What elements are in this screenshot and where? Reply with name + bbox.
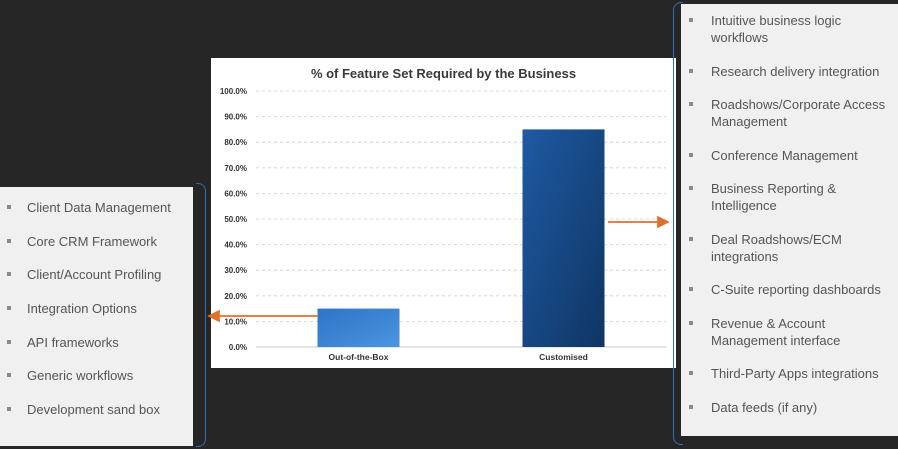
left-bracket xyxy=(196,183,206,447)
bullet-icon xyxy=(689,152,693,157)
chart-title: % of Feature Set Required by the Busines… xyxy=(310,66,577,81)
x-category-label: Out-of-the-Box xyxy=(329,352,389,362)
feature-item: Core CRM Framework xyxy=(0,233,193,267)
feature-item: Third-Party Apps integrations xyxy=(681,365,898,382)
bullet-icon xyxy=(689,186,693,190)
feature-item: Data feeds (if any) xyxy=(681,399,898,416)
out-of-box-features-panel: Client Data Management Core CRM Framework… xyxy=(0,187,193,446)
y-tick-label: 20.0% xyxy=(224,292,247,301)
feature-label: Integration Options xyxy=(27,301,137,317)
bullet-icon xyxy=(689,236,693,241)
right-bracket xyxy=(673,2,683,445)
feature-item: Development sand box xyxy=(0,401,193,435)
bullet-icon xyxy=(689,18,693,22)
bullet-icon xyxy=(7,238,11,243)
x-category-label: Customised xyxy=(539,352,588,362)
feature-label: Development sand box xyxy=(27,402,160,418)
feature-label: API frameworks xyxy=(27,334,119,350)
feature-item: Generic workflows xyxy=(0,367,193,401)
chart-panel: % of Feature Set Required by the Busines… xyxy=(211,58,676,368)
bullet-icon xyxy=(7,205,11,209)
feature-item: Intuitive business logic workflows xyxy=(681,12,898,46)
customised-features-list: Intuitive business logic workflows Resear… xyxy=(681,12,898,416)
feature-label: Client/Account Profiling xyxy=(27,267,162,283)
customised-features-panel: Intuitive business logic workflows Resear… xyxy=(681,4,898,436)
feature-item: Deal Roadshows/ECM integrations xyxy=(681,231,898,265)
bullet-icon xyxy=(689,68,693,73)
feature-label: Client Data Management xyxy=(27,200,171,215)
bullet-icon xyxy=(689,102,693,106)
feature-item: Roadshows/Corporate Access Management xyxy=(681,96,898,130)
bar-chart: 0.0% 10.0% 20.0% 30.0% 40.0% 50.0% 60.0% 70.0% 8… xyxy=(220,87,666,362)
y-tick-label: 50.0% xyxy=(224,215,247,224)
y-tick-label: 0.0% xyxy=(229,343,247,352)
feature-item: Conference Management xyxy=(681,147,898,164)
y-tick-label: 80.0% xyxy=(224,138,247,147)
feature-label: Roadshows/Corporate Access Management xyxy=(711,97,886,129)
feature-item: Revenue & Account Management interface xyxy=(681,315,898,349)
feature-item: C-Suite reporting dashboards xyxy=(681,281,898,298)
out-of-box-features-list: Client Data Management Core CRM Framework… xyxy=(0,199,193,435)
bar-out-of-the-box xyxy=(317,308,400,347)
feature-label: Conference Management xyxy=(711,147,858,163)
y-tick-label: 40.0% xyxy=(224,241,247,250)
feature-item: API frameworks xyxy=(0,334,193,368)
bullet-icon xyxy=(689,404,693,409)
feature-item: Business Reporting & Intelligence xyxy=(681,180,898,214)
feature-label: Generic workflows xyxy=(27,368,134,384)
feature-item: Client Data Management xyxy=(0,199,193,233)
bullet-icon xyxy=(689,371,693,375)
bullet-icon xyxy=(7,373,11,378)
y-tick-label: 10.0% xyxy=(224,317,247,326)
y-tick-label: 100.0% xyxy=(220,87,247,96)
feature-label: Intuitive business logic workflows xyxy=(711,13,842,45)
bullet-icon xyxy=(7,272,11,277)
bullet-icon xyxy=(689,320,693,325)
feature-label: Deal Roadshows/ECM integrations xyxy=(711,231,842,264)
y-tick-label: 90.0% xyxy=(224,113,247,122)
feature-item: Research delivery integration xyxy=(681,63,898,80)
feature-item: Integration Options xyxy=(0,300,193,334)
feature-label: Business Reporting & Intelligence xyxy=(711,181,837,213)
y-tick-label: 70.0% xyxy=(224,164,247,173)
feature-label: C-Suite reporting dashboards xyxy=(711,282,881,297)
bullet-icon xyxy=(7,306,11,311)
feature-label: Data feeds (if any) xyxy=(711,399,818,415)
bullet-icon xyxy=(689,287,693,291)
feature-label: Third-Party Apps integrations xyxy=(711,366,879,381)
y-tick-label: 30.0% xyxy=(224,266,247,275)
feature-label: Research delivery integration xyxy=(711,63,880,79)
bar-customised xyxy=(522,129,605,347)
feature-label: Revenue & Account Management interface xyxy=(711,315,841,348)
feature-label: Core CRM Framework xyxy=(27,233,158,249)
feature-item: Client/Account Profiling xyxy=(0,266,193,300)
y-tick-label: 60.0% xyxy=(224,189,247,198)
bullet-icon xyxy=(7,407,11,412)
bullet-icon xyxy=(7,339,11,344)
